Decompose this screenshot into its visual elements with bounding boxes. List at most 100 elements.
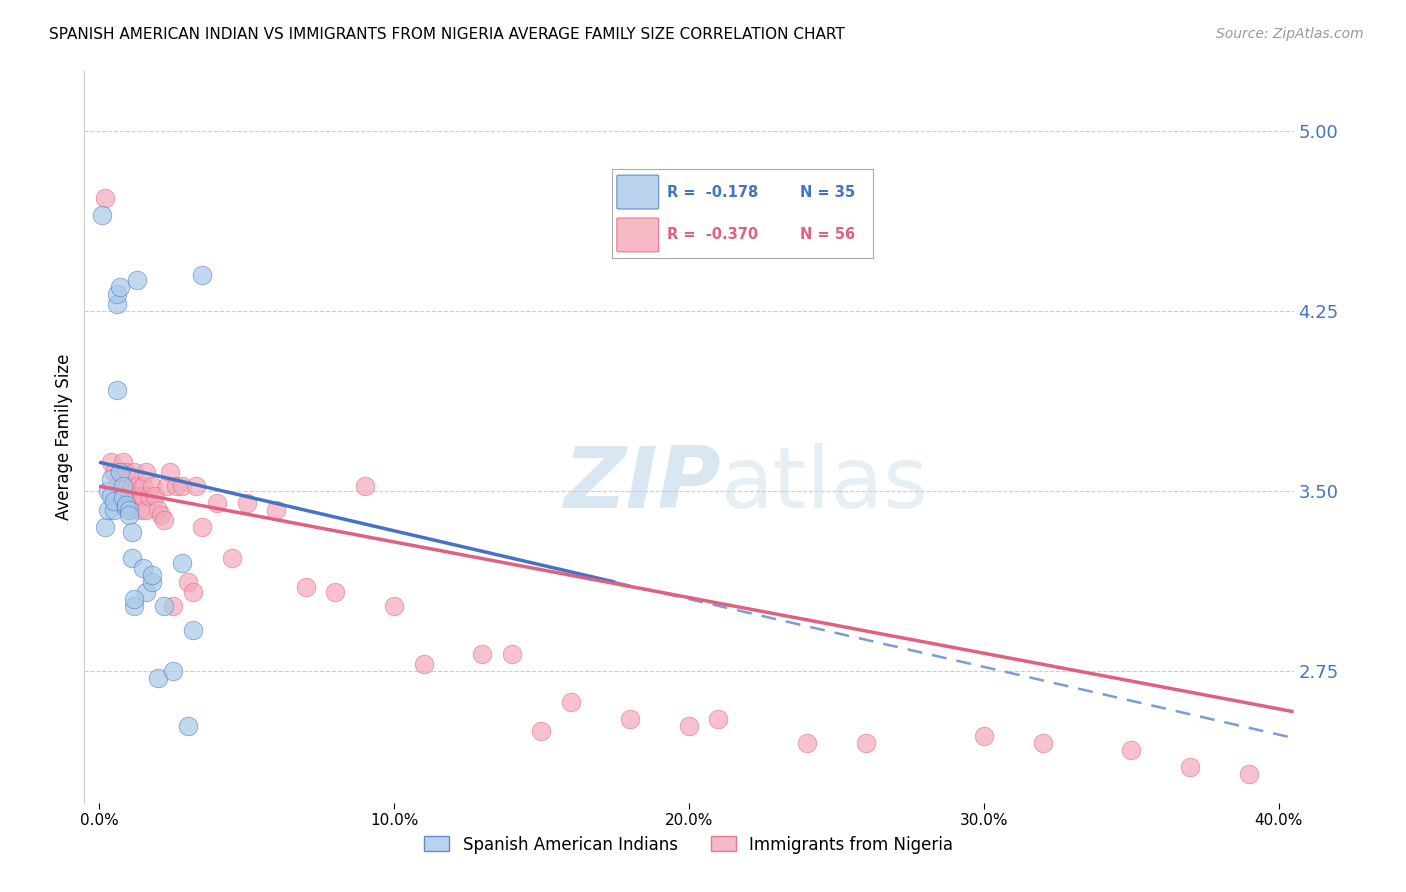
Point (117, 483, 139, 498)
Point (124, 599, 146, 614)
Point (108, 489, 131, 503)
Point (323, 584, 346, 599)
Text: R =  -0.370: R = -0.370 (666, 227, 758, 243)
Point (121, 524, 143, 539)
Point (132, 561, 155, 575)
Point (162, 664, 184, 678)
Point (100, 472, 122, 486)
Point (146, 503, 169, 517)
Point (205, 496, 228, 510)
Point (235, 496, 257, 510)
Point (143, 489, 166, 503)
Point (156, 479, 179, 493)
Point (103, 493, 125, 508)
Point (135, 584, 157, 599)
Point (100, 455, 122, 469)
Text: N = 56: N = 56 (800, 227, 855, 243)
Point (127, 489, 149, 503)
Point (162, 599, 184, 614)
Point (124, 591, 146, 606)
Point (105, 287, 128, 301)
Legend: Spanish American Indians, Immigrants from Nigeria: Spanish American Indians, Immigrants fro… (418, 829, 960, 860)
Point (111, 491, 134, 506)
Point (176, 719, 198, 733)
Point (127, 273, 149, 287)
Point (1239, 767, 1261, 781)
Point (121, 479, 143, 493)
Point (153, 513, 176, 527)
Point (150, 508, 173, 522)
Point (170, 556, 193, 570)
Point (103, 465, 125, 479)
Point (121, 551, 143, 566)
Point (97, 503, 120, 517)
Point (678, 719, 700, 733)
Point (132, 479, 155, 493)
Point (111, 479, 134, 493)
Point (138, 489, 160, 503)
Point (132, 489, 155, 503)
Point (855, 736, 877, 750)
Point (796, 736, 818, 750)
Point (91, 208, 114, 222)
Point (1180, 760, 1202, 774)
FancyBboxPatch shape (617, 218, 658, 252)
Point (382, 599, 405, 614)
Point (294, 580, 316, 594)
Point (221, 551, 243, 566)
Point (973, 729, 995, 743)
Point (412, 657, 434, 671)
Point (1032, 736, 1054, 750)
Point (135, 503, 157, 517)
Point (135, 465, 157, 479)
Point (183, 623, 205, 637)
Point (141, 575, 163, 590)
Point (108, 280, 131, 294)
Point (141, 568, 163, 582)
Point (141, 479, 163, 493)
Point (353, 479, 375, 493)
Point (117, 508, 139, 522)
Point (103, 503, 125, 517)
Point (264, 503, 287, 517)
Point (191, 268, 214, 283)
Point (530, 723, 553, 738)
Point (105, 297, 128, 311)
Point (97, 483, 120, 498)
Point (170, 479, 193, 493)
Point (153, 599, 176, 614)
FancyBboxPatch shape (617, 175, 658, 209)
Point (94, 520, 117, 534)
Point (117, 503, 139, 517)
Point (111, 455, 134, 469)
Point (619, 712, 641, 726)
Point (191, 520, 214, 534)
Point (183, 584, 205, 599)
Point (560, 695, 582, 709)
Point (129, 503, 152, 517)
Point (100, 489, 122, 503)
Text: N = 35: N = 35 (800, 185, 855, 200)
Point (501, 647, 523, 661)
Text: Source: ZipAtlas.com: Source: ZipAtlas.com (1216, 27, 1364, 41)
Point (127, 479, 149, 493)
Point (114, 499, 136, 513)
Point (124, 465, 146, 479)
Point (186, 479, 208, 493)
Text: atlas: atlas (720, 443, 928, 526)
Text: SPANISH AMERICAN INDIAN VS IMMIGRANTS FROM NIGERIA AVERAGE FAMILY SIZE CORRELATI: SPANISH AMERICAN INDIAN VS IMMIGRANTS FR… (49, 27, 845, 42)
Point (114, 465, 136, 479)
Point (165, 479, 187, 493)
Y-axis label: Average Family Size: Average Family Size (55, 354, 73, 520)
Point (176, 575, 198, 590)
Point (94, 191, 117, 205)
Text: ZIP: ZIP (562, 443, 720, 526)
Point (114, 500, 136, 515)
Point (108, 465, 131, 479)
Point (105, 479, 128, 493)
Point (707, 712, 730, 726)
Point (471, 647, 494, 661)
Point (105, 384, 128, 398)
Point (117, 503, 139, 517)
Point (146, 671, 169, 685)
